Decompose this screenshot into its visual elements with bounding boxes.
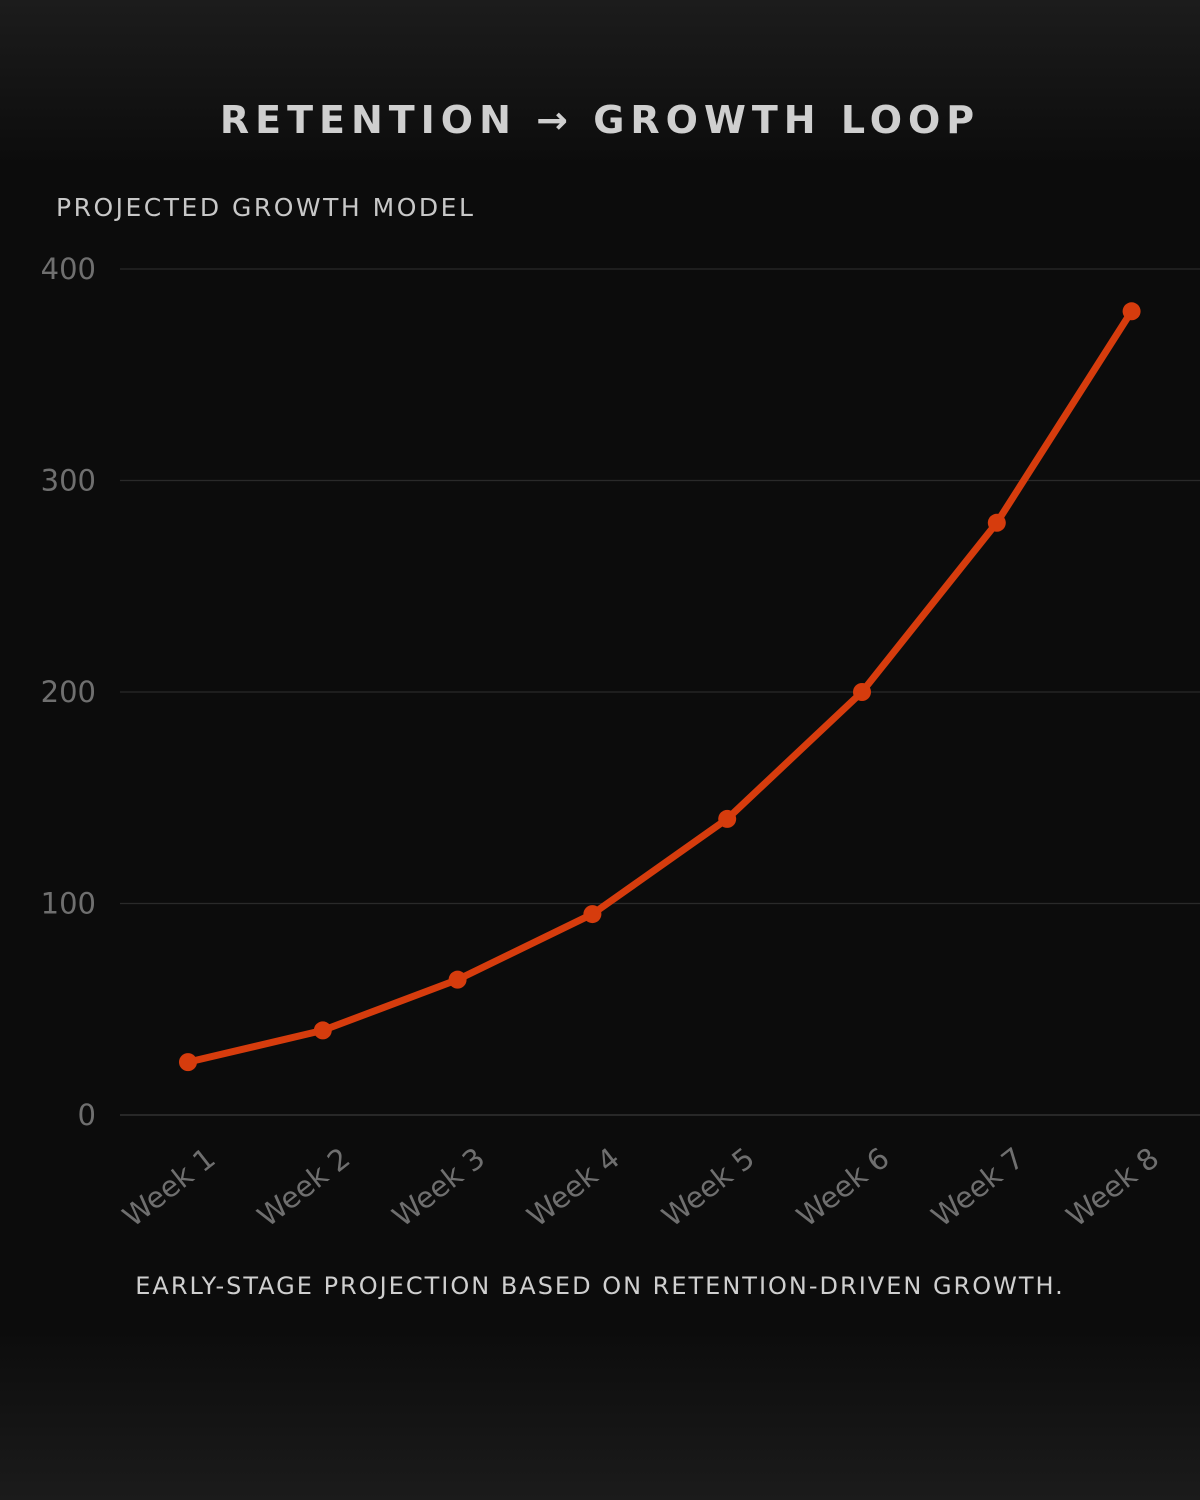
x-tick-label: Week 5: [655, 1141, 760, 1234]
data-point: [448, 970, 467, 989]
data-point: [179, 1053, 197, 1072]
y-tick-label: 0: [78, 1098, 96, 1132]
x-tick-label: Week 7: [925, 1141, 1030, 1234]
x-tick-label: Week 3: [386, 1141, 491, 1234]
data-point: [987, 513, 1006, 532]
y-tick-label: 400: [41, 252, 96, 286]
series-line: [184, 307, 1136, 1066]
chart-title: PROJECTED GROWTH MODEL: [56, 193, 476, 222]
y-axis-ticks: 0 100 200 300 400: [41, 252, 96, 1132]
data-point: [583, 905, 602, 924]
page-title: RETENTION → GROWTH LOOP: [219, 98, 981, 142]
x-tick-label: Week 1: [116, 1141, 221, 1234]
x-tick-label: Week 8: [1060, 1141, 1165, 1234]
data-point: [313, 1021, 332, 1040]
x-tick-label: Week 6: [790, 1141, 895, 1234]
x-axis-ticks: Week 1 Week 2 Week 3 Week 4 Week 5 Week 6 Week…: [116, 1141, 1165, 1234]
grid-lines: [120, 268, 1200, 1116]
y-tick-label: 200: [41, 675, 96, 709]
data-point: [853, 683, 871, 701]
x-tick-label: Week 2: [251, 1141, 356, 1234]
data-point: [718, 809, 737, 828]
footnote: EARLY-STAGE PROJECTION BASED ON RETENTIO…: [135, 1272, 1065, 1300]
y-tick-label: 100: [41, 887, 96, 921]
data-point: [1122, 302, 1141, 321]
series-layer: [179, 302, 1141, 1072]
x-tick-label: Week 4: [521, 1141, 626, 1234]
y-tick-label: 300: [41, 464, 96, 498]
